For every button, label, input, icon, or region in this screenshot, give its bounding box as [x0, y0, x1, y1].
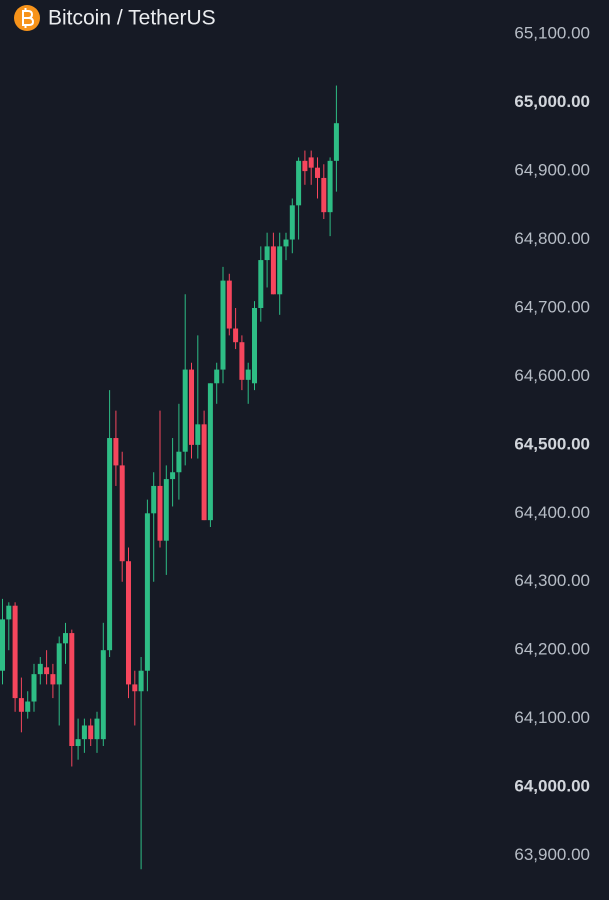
candle-body — [0, 619, 5, 671]
coin-icon — [14, 5, 40, 31]
candle-body — [94, 718, 100, 740]
candle-body — [214, 369, 220, 384]
candle-body — [75, 739, 81, 747]
y-tick-label: 63,900.00 — [514, 845, 590, 864]
y-tick-label: 64,400.00 — [514, 503, 590, 522]
candle-body — [107, 438, 113, 651]
candle-body — [44, 667, 50, 675]
candle-body — [6, 605, 12, 620]
candle-body — [258, 260, 264, 308]
candle-body — [277, 246, 283, 295]
y-tick-label: 64,900.00 — [514, 161, 590, 180]
candle-body — [126, 561, 131, 685]
candle-body — [50, 674, 56, 685]
y-tick-label: 65,100.00 — [514, 24, 590, 43]
candle-body — [302, 160, 308, 172]
candle-body — [63, 633, 68, 644]
candle-body — [151, 485, 157, 514]
y-tick-label: 64,000.00 — [514, 777, 590, 796]
candle-body — [132, 684, 138, 692]
candle-body — [239, 342, 245, 380]
candle-body — [270, 246, 276, 295]
y-tick-label: 64,500.00 — [514, 434, 590, 453]
candle-body — [100, 650, 106, 740]
candle-body — [119, 465, 125, 562]
candle-body — [207, 383, 213, 521]
candle-body — [69, 633, 75, 747]
candle-body — [18, 698, 24, 712]
y-tick-label: 64,800.00 — [514, 229, 590, 248]
candle-body — [182, 369, 188, 452]
candle-body — [157, 485, 163, 541]
candle-body — [321, 177, 327, 213]
y-tick-label: 64,700.00 — [514, 297, 590, 316]
candle-body — [195, 424, 201, 445]
candle-body — [88, 725, 94, 740]
candle-body — [201, 424, 207, 521]
candle-body — [138, 670, 144, 692]
y-tick-label: 64,100.00 — [514, 708, 590, 727]
candle-body — [327, 160, 333, 213]
candle-body — [245, 369, 251, 380]
candle-body — [296, 160, 302, 206]
candle-body — [264, 246, 270, 261]
candle-body — [189, 369, 194, 445]
candle-body — [283, 239, 289, 247]
candle-body — [37, 663, 43, 675]
candle-body — [170, 472, 176, 480]
candle-body — [81, 725, 87, 740]
coin-glyph — [22, 8, 35, 28]
candle-body — [144, 513, 150, 671]
candle-body — [163, 479, 169, 541]
candle-body — [308, 157, 314, 168]
candle-body — [25, 701, 31, 712]
candle-body — [233, 328, 239, 343]
candle-body — [289, 205, 295, 240]
candle-body — [252, 307, 257, 384]
y-tick-label: 65,000.00 — [514, 92, 590, 111]
candle-body — [31, 674, 37, 702]
candle-body — [333, 123, 339, 161]
candle-body — [56, 643, 62, 685]
candle-body — [220, 280, 226, 370]
chart-title: Bitcoin / TetherUS — [48, 7, 216, 30]
candle-body — [226, 280, 232, 329]
candle-body — [12, 605, 18, 699]
candle-body — [176, 451, 182, 473]
y-tick-label: 64,600.00 — [514, 366, 590, 385]
candle-body — [315, 167, 320, 178]
candle-body — [113, 438, 119, 466]
y-tick-label: 64,200.00 — [514, 640, 590, 659]
y-tick-label: 64,300.00 — [514, 571, 590, 590]
